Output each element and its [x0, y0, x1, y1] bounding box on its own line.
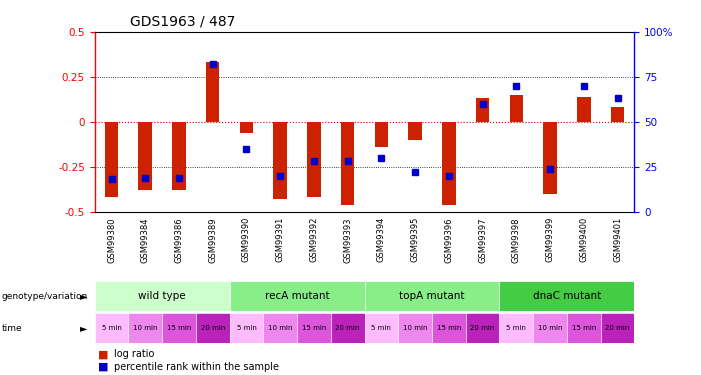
Bar: [567, 313, 601, 343]
Bar: [465, 313, 499, 343]
Bar: [341, 122, 355, 205]
Bar: [172, 122, 186, 190]
Text: GSM99400: GSM99400: [579, 217, 588, 262]
Text: 15 min: 15 min: [301, 325, 326, 331]
Text: GSM99393: GSM99393: [343, 217, 352, 262]
Bar: [264, 313, 297, 343]
Bar: [95, 313, 128, 343]
Text: wild type: wild type: [138, 291, 186, 301]
Text: ►: ►: [81, 291, 88, 301]
Text: 15 min: 15 min: [571, 325, 596, 331]
Text: 20 min: 20 min: [470, 325, 495, 331]
Bar: [398, 313, 432, 343]
Bar: [240, 122, 253, 133]
Bar: [128, 313, 162, 343]
Bar: [374, 122, 388, 147]
Text: GSM99390: GSM99390: [242, 217, 251, 262]
Text: GSM99391: GSM99391: [275, 217, 285, 262]
Text: GSM99401: GSM99401: [613, 217, 622, 262]
Text: 20 min: 20 min: [200, 325, 225, 331]
Bar: [601, 313, 634, 343]
Text: GSM99380: GSM99380: [107, 217, 116, 262]
Text: GSM99384: GSM99384: [141, 217, 150, 262]
Bar: [442, 122, 456, 205]
Text: GSM99395: GSM99395: [411, 217, 420, 262]
Text: GSM99399: GSM99399: [545, 217, 554, 262]
Bar: [409, 122, 422, 140]
Bar: [104, 122, 118, 198]
Text: GSM99398: GSM99398: [512, 217, 521, 262]
Text: 5 min: 5 min: [372, 325, 391, 331]
Text: dnaC mutant: dnaC mutant: [533, 291, 601, 301]
Text: ■: ■: [98, 350, 109, 359]
Text: topA mutant: topA mutant: [400, 291, 465, 301]
Text: GSM99394: GSM99394: [377, 217, 386, 262]
Bar: [365, 313, 398, 343]
Text: 5 min: 5 min: [506, 325, 526, 331]
Bar: [510, 95, 523, 122]
Text: GSM99392: GSM99392: [309, 217, 318, 262]
Text: GSM99386: GSM99386: [175, 217, 184, 262]
Text: 10 min: 10 min: [133, 325, 158, 331]
Bar: [307, 122, 320, 198]
Bar: [273, 122, 287, 199]
Text: GSM99396: GSM99396: [444, 217, 454, 262]
Text: GDS1963 / 487: GDS1963 / 487: [130, 14, 235, 28]
Text: recA mutant: recA mutant: [265, 291, 329, 301]
Text: 20 min: 20 min: [606, 325, 629, 331]
Bar: [499, 281, 634, 311]
Bar: [432, 313, 465, 343]
Bar: [331, 313, 365, 343]
Bar: [230, 313, 264, 343]
Text: 5 min: 5 min: [102, 325, 121, 331]
Text: 15 min: 15 min: [437, 325, 461, 331]
Bar: [365, 281, 499, 311]
Bar: [297, 313, 331, 343]
Text: genotype/variation: genotype/variation: [1, 292, 88, 301]
Bar: [230, 281, 365, 311]
Text: log ratio: log ratio: [114, 350, 154, 359]
Text: time: time: [1, 324, 22, 333]
Text: percentile rank within the sample: percentile rank within the sample: [114, 362, 278, 372]
Bar: [543, 122, 557, 194]
Text: 10 min: 10 min: [538, 325, 562, 331]
Bar: [139, 122, 152, 190]
Text: 10 min: 10 min: [268, 325, 292, 331]
Bar: [95, 281, 230, 311]
Bar: [162, 313, 196, 343]
Bar: [611, 108, 625, 122]
Text: 5 min: 5 min: [236, 325, 257, 331]
Text: 10 min: 10 min: [403, 325, 428, 331]
Text: 15 min: 15 min: [167, 325, 191, 331]
Bar: [206, 63, 219, 122]
Text: ►: ►: [81, 323, 88, 333]
Bar: [499, 313, 533, 343]
Bar: [577, 97, 590, 122]
Text: 20 min: 20 min: [336, 325, 360, 331]
Text: ■: ■: [98, 362, 109, 372]
Bar: [196, 313, 230, 343]
Bar: [476, 99, 489, 122]
Text: GSM99389: GSM99389: [208, 217, 217, 262]
Text: GSM99397: GSM99397: [478, 217, 487, 262]
Bar: [533, 313, 567, 343]
